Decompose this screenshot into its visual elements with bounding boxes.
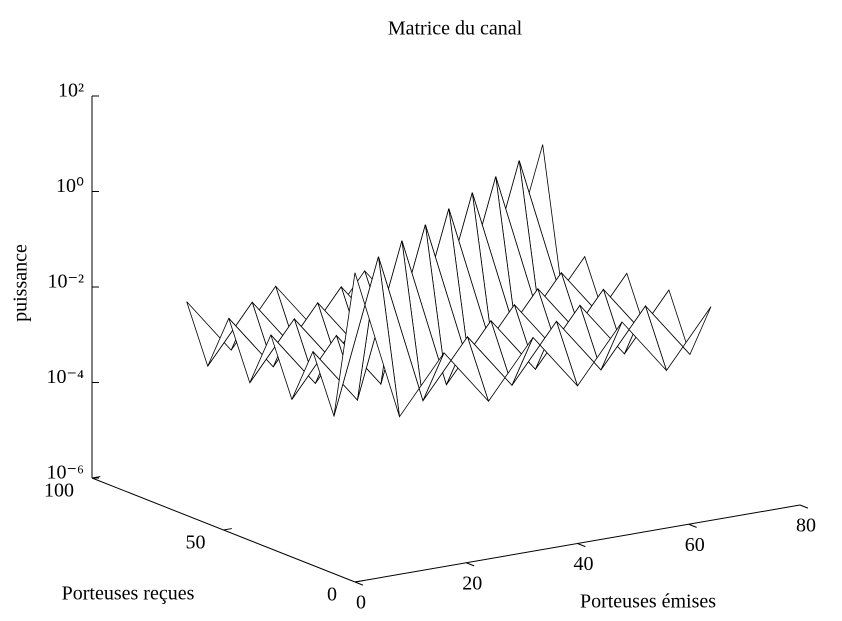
- z-axis-label: puissance: [10, 244, 32, 322]
- y-tick-label: 0: [327, 584, 337, 606]
- y-tick-label: 50: [186, 532, 206, 554]
- x-tick-label: 60: [685, 534, 705, 556]
- x-tick-label: 80: [796, 515, 816, 537]
- surface-cell: [333, 256, 400, 417]
- x-tick: [577, 543, 586, 548]
- x-tick-label: 20: [462, 572, 482, 594]
- x-tick: [799, 504, 809, 509]
- chart-title: Matrice du canal: [388, 18, 523, 40]
- x-axis-label: Porteuses émises: [580, 591, 716, 613]
- y-tick-label: 100: [44, 480, 74, 502]
- z-tick-label: 10²: [58, 80, 84, 102]
- x-tick-label: 40: [574, 553, 594, 575]
- y-tick: [223, 528, 232, 531]
- x-tick: [688, 523, 697, 528]
- y-axis-label: Porteuses reçues: [62, 583, 195, 605]
- z-tick-label: 10⁻⁶: [46, 462, 84, 484]
- z-tick-label: 10⁻²: [47, 271, 84, 293]
- x-tick-label: 0: [356, 592, 366, 614]
- x-tick: [354, 581, 364, 586]
- y-tick: [354, 580, 364, 583]
- x-tick: [466, 562, 475, 567]
- z-tick-label: 10⁰: [56, 175, 84, 197]
- z-tick-label: 10⁻⁴: [46, 366, 84, 388]
